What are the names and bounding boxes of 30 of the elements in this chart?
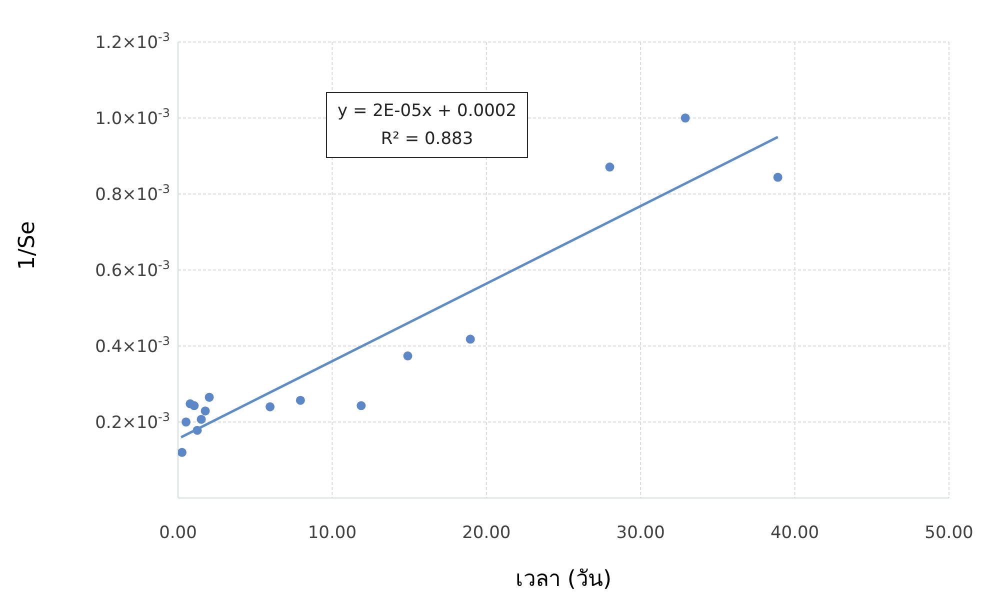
y-tick-label: 0.2×10$^{-3}$ bbox=[95, 410, 170, 433]
point bbox=[296, 396, 305, 405]
y-tick-label: 1.2×10$^{-3}$ bbox=[95, 30, 170, 53]
x-tick-label: 10.00 bbox=[308, 523, 357, 544]
point bbox=[200, 406, 210, 416]
point bbox=[196, 414, 206, 424]
point bbox=[466, 334, 475, 344]
y-tick-label: 0.8×10$^{-3}$ bbox=[95, 182, 170, 205]
point bbox=[178, 448, 187, 457]
annotation: y = 2E-05x + 0.0002 bbox=[336, 100, 518, 123]
x-tick-label: 30.00 bbox=[616, 523, 665, 544]
y-tick-label: 0.6×10$^{-3}$ bbox=[95, 258, 170, 281]
point bbox=[403, 351, 412, 360]
point bbox=[773, 172, 782, 182]
point bbox=[182, 417, 191, 427]
point bbox=[204, 392, 214, 402]
x-axis-title: เวลา (วัน) bbox=[515, 567, 612, 592]
y-axis-title: 1/Se bbox=[14, 221, 40, 270]
point bbox=[605, 162, 614, 172]
y-tick-label: 0.4×10$^{-3}$ bbox=[95, 334, 170, 357]
x-tick-label: 50.00 bbox=[924, 523, 974, 544]
x-tick-label: 40.00 bbox=[770, 523, 820, 544]
x-tick-label: 0.00 bbox=[159, 523, 197, 544]
y-tick-label: 1.0×10$^{-3}$ bbox=[95, 106, 170, 129]
point bbox=[680, 113, 690, 123]
point bbox=[356, 401, 366, 410]
annotation: R² = 0.883 bbox=[380, 128, 474, 151]
point bbox=[266, 402, 275, 412]
x-tick-label: 20.00 bbox=[462, 523, 511, 544]
point bbox=[190, 401, 199, 410]
